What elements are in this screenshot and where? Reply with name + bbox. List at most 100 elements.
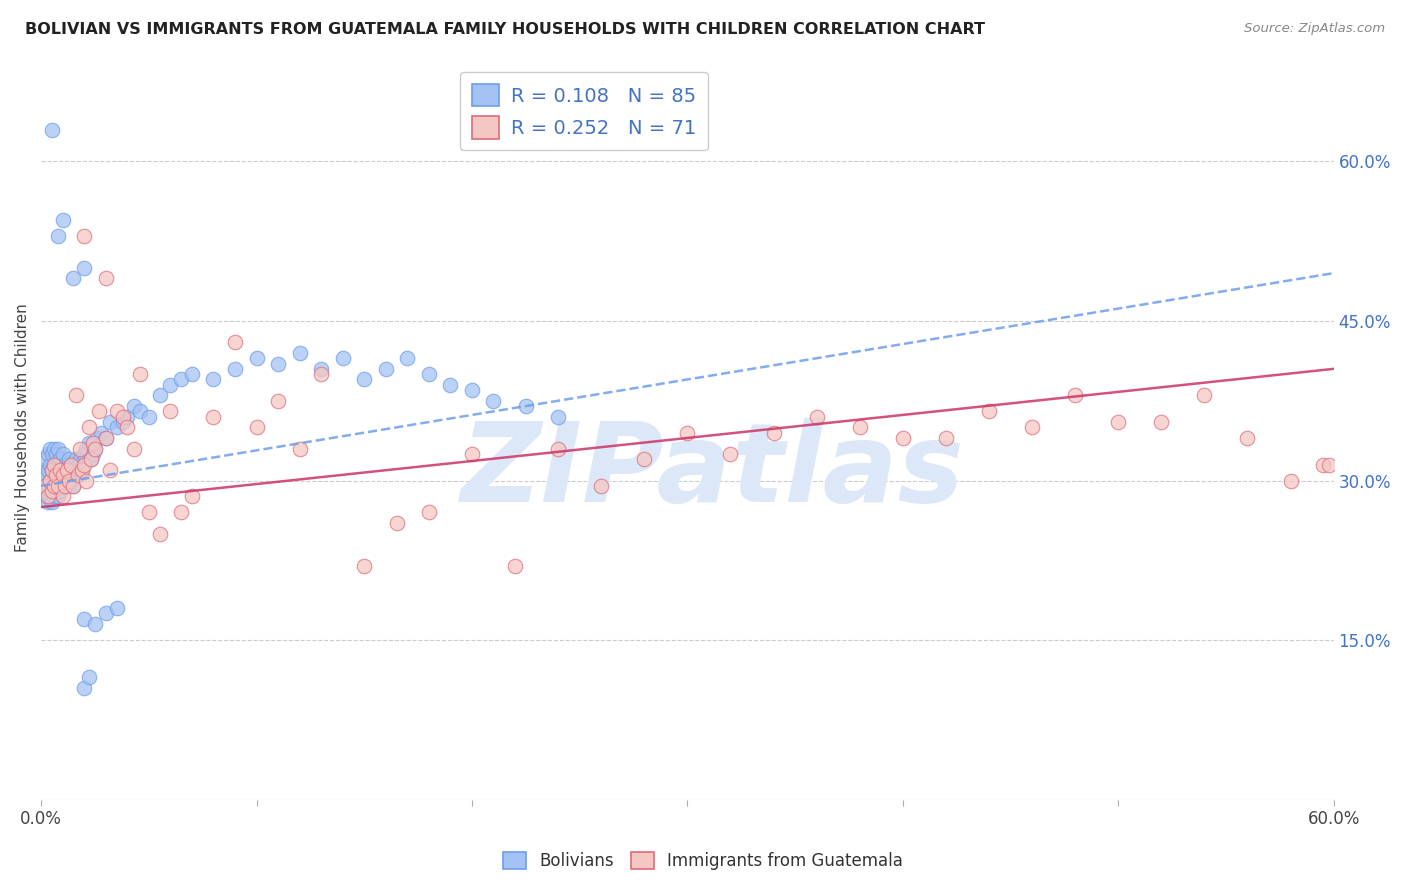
Point bbox=[42, 458, 65, 472]
Point bbox=[42, 479, 65, 493]
Point bbox=[52, 479, 75, 493]
Point bbox=[77, 436, 100, 450]
Point bbox=[1107, 415, 1129, 429]
Point bbox=[34, 452, 56, 467]
Point bbox=[84, 617, 107, 632]
Point bbox=[353, 558, 375, 573]
Text: Source: ZipAtlas.com: Source: ZipAtlas.com bbox=[1244, 22, 1385, 36]
Point bbox=[332, 351, 354, 366]
Point bbox=[84, 442, 107, 456]
Point bbox=[591, 479, 613, 493]
Point bbox=[73, 612, 96, 626]
Point bbox=[56, 479, 79, 493]
Point bbox=[62, 463, 84, 477]
Point bbox=[32, 479, 55, 493]
Point bbox=[117, 420, 139, 434]
Point bbox=[52, 490, 75, 504]
Point bbox=[42, 490, 65, 504]
Point bbox=[37, 495, 59, 509]
Point bbox=[1317, 458, 1340, 472]
Point bbox=[45, 463, 67, 477]
Point bbox=[170, 505, 193, 519]
Point bbox=[38, 458, 60, 472]
Point bbox=[1194, 388, 1216, 402]
Legend: R = 0.108   N = 85, R = 0.252   N = 71: R = 0.108 N = 85, R = 0.252 N = 71 bbox=[460, 72, 707, 150]
Point bbox=[848, 420, 870, 434]
Point bbox=[288, 346, 311, 360]
Point bbox=[38, 442, 60, 456]
Point bbox=[94, 271, 117, 285]
Point bbox=[385, 516, 408, 530]
Point bbox=[149, 388, 172, 402]
Point bbox=[676, 425, 699, 440]
Point bbox=[42, 474, 65, 488]
Point bbox=[42, 442, 65, 456]
Point bbox=[86, 431, 108, 445]
Point bbox=[245, 420, 267, 434]
Point bbox=[105, 420, 128, 434]
Point bbox=[73, 458, 96, 472]
Point bbox=[52, 468, 75, 483]
Point bbox=[70, 463, 93, 477]
Point bbox=[117, 409, 139, 424]
Point bbox=[38, 490, 60, 504]
Point bbox=[60, 458, 83, 472]
Point bbox=[46, 442, 69, 456]
Point bbox=[60, 458, 83, 472]
Point bbox=[53, 458, 76, 472]
Point bbox=[353, 372, 375, 386]
Point bbox=[41, 495, 63, 509]
Point bbox=[935, 431, 957, 445]
Point bbox=[159, 404, 181, 418]
Point bbox=[58, 452, 80, 467]
Point bbox=[547, 409, 569, 424]
Point bbox=[224, 335, 246, 350]
Point bbox=[77, 420, 100, 434]
Point bbox=[267, 357, 290, 371]
Point bbox=[1236, 431, 1258, 445]
Point bbox=[1312, 458, 1334, 472]
Point bbox=[56, 463, 79, 477]
Point bbox=[418, 367, 440, 381]
Y-axis label: Family Households with Children: Family Households with Children bbox=[15, 303, 30, 552]
Point bbox=[49, 452, 72, 467]
Point bbox=[34, 490, 56, 504]
Point bbox=[806, 409, 828, 424]
Point bbox=[89, 404, 111, 418]
Point bbox=[77, 670, 100, 684]
Point bbox=[53, 479, 76, 493]
Point bbox=[32, 463, 55, 477]
Point bbox=[49, 463, 72, 477]
Point bbox=[41, 463, 63, 477]
Point bbox=[461, 383, 484, 397]
Point bbox=[149, 526, 172, 541]
Point bbox=[37, 447, 59, 461]
Point bbox=[34, 479, 56, 493]
Point bbox=[224, 362, 246, 376]
Point bbox=[762, 425, 785, 440]
Point bbox=[439, 377, 461, 392]
Point bbox=[374, 362, 396, 376]
Point bbox=[1150, 415, 1173, 429]
Legend: Bolivians, Immigrants from Guatemala: Bolivians, Immigrants from Guatemala bbox=[496, 845, 910, 877]
Point bbox=[62, 479, 84, 493]
Point bbox=[94, 431, 117, 445]
Text: BOLIVIAN VS IMMIGRANTS FROM GUATEMALA FAMILY HOUSEHOLDS WITH CHILDREN CORRELATIO: BOLIVIAN VS IMMIGRANTS FROM GUATEMALA FA… bbox=[25, 22, 986, 37]
Point bbox=[122, 442, 145, 456]
Point bbox=[65, 388, 87, 402]
Point bbox=[53, 474, 76, 488]
Point bbox=[94, 431, 117, 445]
Point bbox=[73, 681, 96, 695]
Point bbox=[98, 415, 121, 429]
Point bbox=[58, 468, 80, 483]
Point bbox=[41, 122, 63, 136]
Point bbox=[111, 409, 134, 424]
Point bbox=[45, 468, 67, 483]
Point bbox=[41, 484, 63, 499]
Point bbox=[82, 447, 104, 461]
Point bbox=[37, 479, 59, 493]
Point bbox=[41, 447, 63, 461]
Point bbox=[73, 447, 96, 461]
Point bbox=[180, 367, 202, 381]
Point bbox=[503, 558, 526, 573]
